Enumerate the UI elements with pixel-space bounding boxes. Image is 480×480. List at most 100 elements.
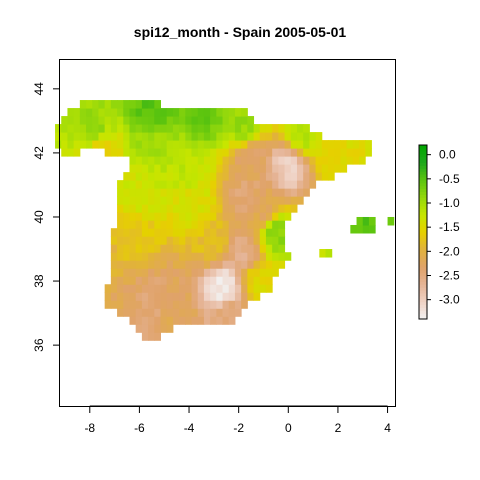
- raster-cell: [104, 148, 112, 157]
- raster-cell: [135, 204, 143, 213]
- raster-cell: [265, 252, 273, 261]
- raster-cell: [365, 140, 372, 149]
- raster-cell: [241, 244, 248, 253]
- raster-cell: [160, 132, 168, 141]
- raster-cell: [210, 172, 217, 181]
- raster-cell: [191, 260, 199, 269]
- raster-cell: [222, 108, 230, 117]
- raster-cell: [253, 132, 261, 141]
- raster-cell: [110, 108, 118, 117]
- raster-cell: [123, 260, 130, 269]
- raster-cell: [241, 228, 248, 237]
- raster-cell: [148, 100, 155, 109]
- raster-cell: [185, 180, 193, 189]
- raster-cell: [356, 224, 364, 234]
- raster-cell: [259, 268, 267, 277]
- raster-cell: [259, 252, 267, 261]
- raster-cell: [290, 180, 298, 189]
- raster-cell: [129, 300, 137, 309]
- raster-cell: [259, 132, 267, 141]
- raster-cell: [222, 300, 230, 309]
- raster-cell: [234, 212, 242, 221]
- raster-cell: [172, 204, 180, 213]
- x-tick-label: 4: [384, 421, 391, 435]
- raster-cell: [216, 252, 224, 261]
- raster-cell: [247, 116, 255, 125]
- raster-cell: [216, 308, 224, 317]
- raster-cell: [247, 228, 255, 237]
- raster-cell: [253, 252, 261, 261]
- raster-cell: [123, 172, 130, 181]
- raster-cell: [154, 108, 161, 117]
- raster-cell: [265, 204, 273, 213]
- colorbar-swatch: [419, 150, 427, 155]
- raster-cell: [234, 116, 242, 125]
- raster-cell: [166, 188, 174, 197]
- raster-cell: [253, 276, 261, 285]
- raster-cell: [203, 196, 211, 205]
- raster-cell: [272, 132, 279, 141]
- raster-cell: [253, 244, 261, 253]
- raster-cell: [228, 188, 236, 197]
- raster-cell: [284, 252, 292, 261]
- raster-cell: [191, 236, 199, 245]
- raster-cell: [185, 300, 193, 309]
- raster-cell: [216, 148, 224, 157]
- raster-cell: [296, 156, 304, 165]
- raster-cell: [340, 156, 348, 165]
- raster-cell: [129, 284, 137, 293]
- raster-cell: [154, 220, 161, 229]
- raster-cell: [61, 116, 68, 125]
- raster-cell: [247, 164, 255, 173]
- colorbar-tick-label: -1.0: [439, 196, 460, 210]
- raster-cell: [247, 284, 255, 293]
- raster-cell: [148, 180, 155, 189]
- raster-cell: [104, 284, 112, 293]
- raster-cell: [117, 180, 124, 189]
- raster-cell: [272, 260, 279, 269]
- raster-cell: [179, 196, 186, 205]
- raster-cell: [228, 308, 236, 317]
- raster-cell: [154, 276, 161, 285]
- raster-cell: [228, 108, 236, 117]
- raster-cell: [241, 148, 248, 157]
- raster-cell: [172, 236, 180, 245]
- raster-cell: [129, 292, 137, 301]
- raster-cell: [203, 116, 211, 125]
- raster-cell: [241, 124, 248, 133]
- raster-cell: [278, 156, 286, 165]
- raster-cell: [141, 156, 149, 165]
- raster-cell: [135, 132, 143, 141]
- raster-cell: [265, 148, 273, 157]
- raster-cell: [135, 164, 143, 173]
- raster-cell: [265, 268, 273, 277]
- raster-cell: [228, 164, 236, 173]
- raster-cell: [67, 132, 75, 141]
- raster-cell: [185, 268, 193, 277]
- raster-cell: [216, 132, 224, 141]
- raster-cell: [191, 308, 199, 317]
- raster-cell: [123, 148, 130, 157]
- colorbar-swatch: [419, 261, 427, 265]
- raster-cell: [203, 172, 211, 181]
- raster-cell: [110, 244, 118, 253]
- raster-cell: [148, 124, 155, 133]
- colorbar-swatch: [419, 214, 427, 219]
- raster-cell: [179, 108, 186, 117]
- raster-cell: [253, 172, 261, 181]
- raster-cell: [129, 124, 137, 133]
- raster-cell: [110, 276, 118, 285]
- raster-cell: [141, 148, 149, 157]
- raster-cell: [172, 268, 180, 277]
- colorbar-swatch: [419, 156, 427, 161]
- raster-cell: [259, 140, 267, 149]
- raster-cell: [228, 172, 236, 181]
- raster-cell: [216, 276, 224, 285]
- raster-cell: [222, 164, 230, 173]
- raster-cell: [365, 148, 372, 157]
- raster-cell: [129, 204, 137, 213]
- raster-cell: [86, 116, 93, 125]
- raster-cell: [309, 172, 317, 181]
- raster-cell: [148, 324, 155, 333]
- raster-cell: [362, 224, 370, 234]
